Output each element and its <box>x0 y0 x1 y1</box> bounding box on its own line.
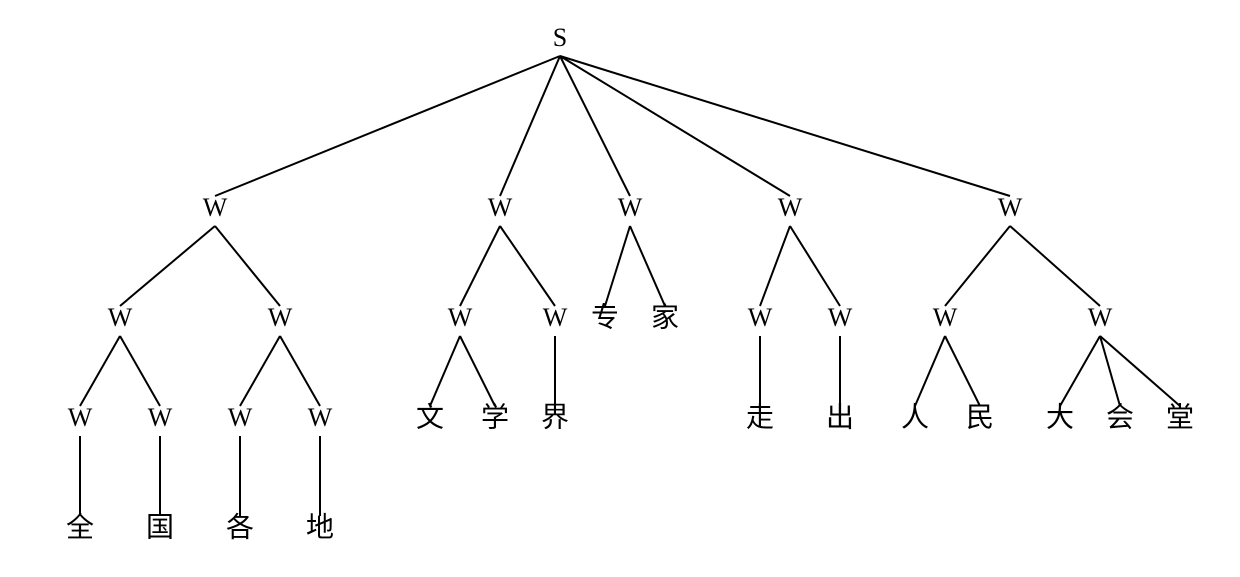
tree-edge <box>240 336 280 406</box>
tree-edge <box>460 226 500 306</box>
tree-edge <box>215 226 280 306</box>
tree-edge <box>760 226 790 306</box>
tree-edge <box>120 336 160 406</box>
tree-leaf: 专 <box>591 301 619 333</box>
tree-edge <box>80 336 120 406</box>
tree-node: W <box>308 403 333 432</box>
tree-node: W <box>488 193 513 222</box>
tree-leaf: 大 <box>1046 401 1074 433</box>
tree-node: W <box>933 303 958 332</box>
tree-leaf: 会 <box>1106 401 1134 433</box>
tree-node: W <box>108 303 133 332</box>
tree-leaf: 出 <box>826 401 854 433</box>
tree-leaf: 家 <box>651 301 679 333</box>
tree-node: W <box>1088 303 1113 332</box>
tree-node: W <box>543 303 568 332</box>
tree-edge <box>630 226 665 306</box>
tree-edge <box>1010 226 1100 306</box>
tree-leaf: 人 <box>901 402 929 433</box>
tree-edge <box>605 226 630 306</box>
tree-leaf: 地 <box>306 511 334 543</box>
tree-edge <box>1100 336 1180 406</box>
tree-leaf: 民 <box>966 402 994 433</box>
tree-edge <box>1100 336 1120 406</box>
tree-leaf: 走 <box>746 401 774 433</box>
tree-node: W <box>778 193 803 222</box>
tree-edge <box>945 226 1010 306</box>
tree-node: W <box>748 303 773 332</box>
tree-leaf: 文 <box>416 401 444 433</box>
tree-edges <box>80 56 1180 516</box>
tree-node: W <box>268 303 293 332</box>
tree-leaf: 全 <box>66 511 94 543</box>
parse-tree-diagram: S W W W W W W W W W W W W W W W W W 全 国 各 地 文 学 界 专家走 出 人 民 大会堂 <box>0 0 1240 577</box>
tree-leaf: 国 <box>146 512 174 543</box>
tree-edge <box>430 336 460 406</box>
tree-edge <box>560 56 1010 196</box>
tree-edge <box>460 336 495 406</box>
tree-leaf: 界 <box>541 402 569 433</box>
tree-node: W <box>448 303 473 332</box>
tree-edge <box>945 336 980 406</box>
tree-node: W <box>228 403 253 432</box>
tree-nodes: S W W W W W W W W W W W W W W W W W 全 国 各 地 文 学 界 专家走 出 人 民 大会堂 <box>66 23 1194 543</box>
tree-node: W <box>828 303 853 332</box>
tree-node: W <box>618 193 643 222</box>
tree-node: W <box>998 193 1023 222</box>
tree-node: W <box>68 403 93 432</box>
tree-edge <box>790 226 840 306</box>
tree-leaf: 学 <box>481 401 509 433</box>
tree-edge <box>1060 336 1100 406</box>
tree-node: W <box>203 193 228 222</box>
tree-edge <box>120 226 215 306</box>
tree-leaf: 堂 <box>1166 401 1194 433</box>
tree-edge <box>280 336 320 406</box>
tree-edge <box>915 336 945 406</box>
tree-node: W <box>148 403 173 432</box>
tree-edge <box>500 226 555 306</box>
tree-root: S <box>553 23 567 52</box>
tree-leaf: 各 <box>226 511 254 543</box>
